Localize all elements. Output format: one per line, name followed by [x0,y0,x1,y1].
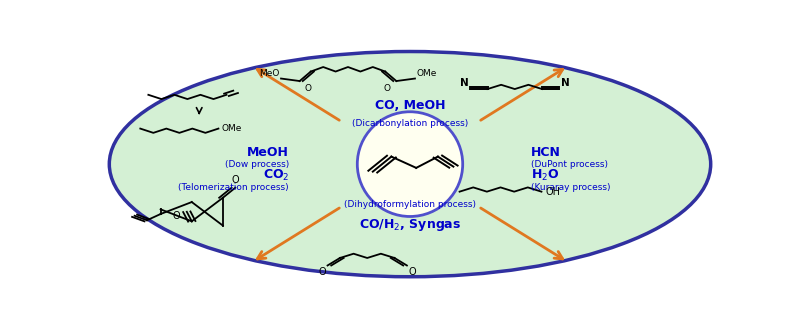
Text: OMe: OMe [222,124,242,133]
Text: H$_2$O: H$_2$O [531,168,559,183]
Text: O: O [305,84,312,93]
Text: O: O [172,211,180,221]
Text: (Kuraray process): (Kuraray process) [531,183,610,192]
Text: N: N [562,78,570,88]
Text: OMe: OMe [417,69,437,78]
Text: (DuPont process): (DuPont process) [531,160,608,169]
Text: CO$_2$: CO$_2$ [262,168,289,183]
Text: (Dow process): (Dow process) [225,160,289,169]
Text: O: O [383,84,390,93]
Text: CO/H$_2$, Syngas: CO/H$_2$, Syngas [359,217,461,233]
Text: O: O [408,267,416,277]
Text: (Dihydroformylation process): (Dihydroformylation process) [344,200,476,209]
Text: O: O [231,175,239,185]
Text: HCN: HCN [531,146,561,159]
Text: MeO: MeO [259,69,279,78]
Text: (Dicarbonylation process): (Dicarbonylation process) [352,119,468,128]
Text: O: O [318,267,326,277]
Ellipse shape [358,112,462,216]
Text: CO, MeOH: CO, MeOH [374,98,446,111]
Text: N: N [459,78,468,88]
Ellipse shape [110,51,710,277]
Text: OH: OH [545,187,560,197]
Text: MeOH: MeOH [247,146,289,159]
Text: (Telomerization process): (Telomerization process) [178,183,289,192]
